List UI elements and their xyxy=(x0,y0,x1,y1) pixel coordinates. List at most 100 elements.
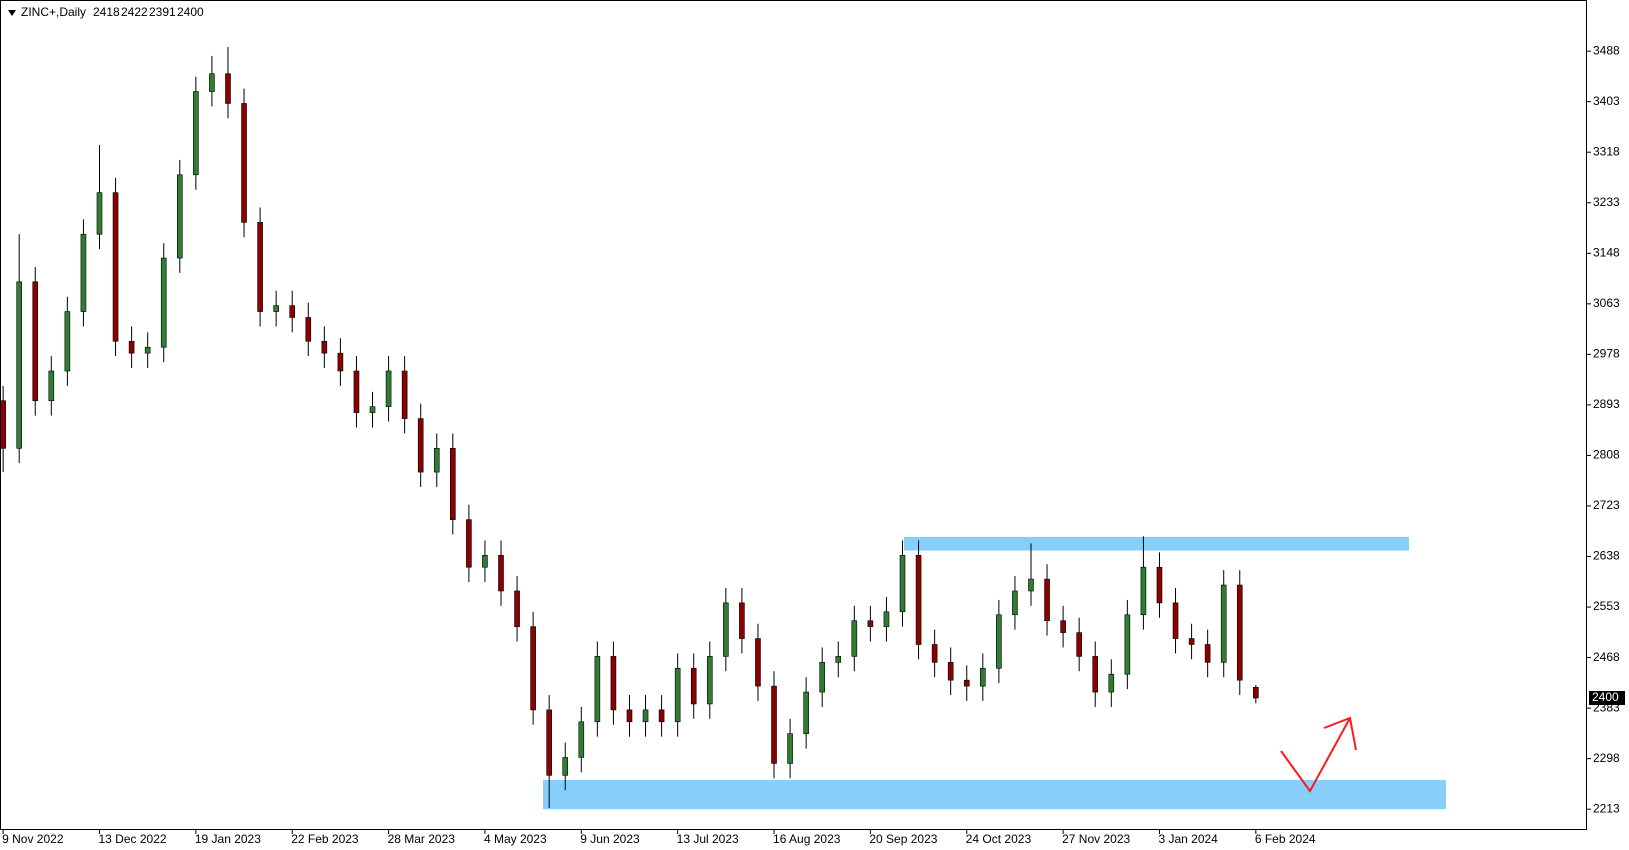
candle-body xyxy=(1140,566,1147,616)
candle-body xyxy=(594,656,601,723)
candle-body xyxy=(562,757,569,776)
candle-body xyxy=(96,192,103,235)
candle-body xyxy=(931,644,938,663)
candle-body xyxy=(658,709,665,723)
zone xyxy=(904,536,1409,551)
candle-body xyxy=(417,418,424,473)
candle-body xyxy=(241,103,247,223)
x-tick-label: 3 Jan 2024 xyxy=(1158,832,1218,846)
current-price-box xyxy=(1589,691,1625,706)
x-tick-label: 9 Jun 2023 xyxy=(580,832,640,846)
candle-body xyxy=(915,555,922,645)
candle-body xyxy=(1092,656,1099,693)
candle-body xyxy=(739,602,745,639)
candle-body xyxy=(369,406,376,413)
candle-body xyxy=(353,370,360,413)
candle-body xyxy=(851,620,858,657)
projection-arrow xyxy=(1280,716,1357,793)
candle-body xyxy=(514,590,520,627)
x-tick-label: 13 Jul 2023 xyxy=(677,832,739,846)
y-tick-label: 3488 xyxy=(1593,43,1620,57)
x-tick-label: 13 Dec 2022 xyxy=(98,832,166,846)
y-tick-label: 2723 xyxy=(1593,498,1620,512)
y-tick-label: 2808 xyxy=(1593,448,1620,462)
x-tick-label: 24 Oct 2023 xyxy=(966,832,1032,846)
candle-body xyxy=(16,281,22,449)
candle-body xyxy=(1188,638,1195,645)
y-tick-label: 2893 xyxy=(1593,397,1620,411)
y-tick-label: 2553 xyxy=(1593,599,1620,613)
y-tick-label: 2213 xyxy=(1593,801,1620,815)
candle-body xyxy=(867,620,874,627)
candle-body xyxy=(1236,584,1243,681)
candle-body xyxy=(112,192,119,342)
candle-body xyxy=(771,685,777,764)
candle-body xyxy=(401,370,408,419)
x-tick-label: 19 Jan 2023 xyxy=(195,832,261,846)
candle-body xyxy=(787,733,793,764)
candle-body xyxy=(193,91,199,176)
candle-body xyxy=(803,691,809,734)
candle-body xyxy=(980,667,986,687)
header-low: 2391 xyxy=(149,5,176,19)
candle-body xyxy=(466,519,472,568)
plot-frame xyxy=(0,0,1587,830)
chart-title: ZINC+,Daily xyxy=(21,5,86,19)
y-tick-label: 3403 xyxy=(1593,94,1620,108)
candle-body xyxy=(819,662,826,693)
candle-body xyxy=(144,346,151,354)
candle-body xyxy=(482,555,488,568)
candle-body xyxy=(1156,566,1163,604)
candle-body xyxy=(1124,614,1131,675)
x-tick-label: 4 May 2023 xyxy=(484,832,547,846)
candle-body xyxy=(1220,584,1227,663)
candle-body xyxy=(32,281,39,402)
y-tick-label: 2298 xyxy=(1593,751,1620,765)
candle-body xyxy=(498,555,504,592)
current-price-label: 2400 xyxy=(1592,690,1619,704)
candle-body xyxy=(273,305,279,312)
candle-body xyxy=(883,611,890,627)
x-tick-label: 6 Feb 2024 xyxy=(1255,832,1316,846)
candle-body xyxy=(1060,620,1066,633)
candle-body xyxy=(546,709,552,776)
candle-body xyxy=(48,370,55,402)
candle-body xyxy=(690,667,697,705)
candle-body xyxy=(578,721,585,758)
header-close: 2400 xyxy=(177,5,204,19)
x-tick-label: 20 Sep 2023 xyxy=(869,832,937,846)
candle-body xyxy=(128,340,135,354)
y-tick-label: 2638 xyxy=(1593,549,1620,563)
menu-arrow xyxy=(8,10,16,16)
candle-body xyxy=(530,626,536,711)
x-tick-label: 28 Mar 2023 xyxy=(388,832,456,846)
x-tick-label: 9 Nov 2022 xyxy=(2,832,64,846)
x-tick-label: 27 Nov 2023 xyxy=(1062,832,1130,846)
candle-body xyxy=(1076,632,1082,657)
candle-body xyxy=(642,709,649,723)
candle-body xyxy=(433,447,440,473)
candle-body xyxy=(1172,602,1179,639)
candle-body xyxy=(305,317,312,342)
candle-body xyxy=(755,638,761,687)
y-tick-label: 3148 xyxy=(1593,245,1620,259)
candle-body xyxy=(160,257,167,348)
header-high: 2422 xyxy=(121,5,148,19)
candle-body xyxy=(1044,578,1050,622)
candle-body xyxy=(706,656,713,705)
y-tick-label: 2978 xyxy=(1593,347,1620,361)
candle-body xyxy=(835,656,842,663)
candle-body xyxy=(1204,644,1211,663)
y-tick-label: 3063 xyxy=(1593,296,1620,310)
candle-body xyxy=(723,602,729,657)
candle-body xyxy=(899,555,906,613)
candle-body xyxy=(1108,673,1115,693)
x-tick-label: 16 Aug 2023 xyxy=(773,832,841,846)
arrow-path xyxy=(1280,717,1351,793)
candle-body xyxy=(1253,687,1259,699)
candle-body xyxy=(1028,578,1034,592)
candle-body xyxy=(626,709,633,723)
candle-body xyxy=(289,305,296,318)
candle-body xyxy=(176,174,183,259)
